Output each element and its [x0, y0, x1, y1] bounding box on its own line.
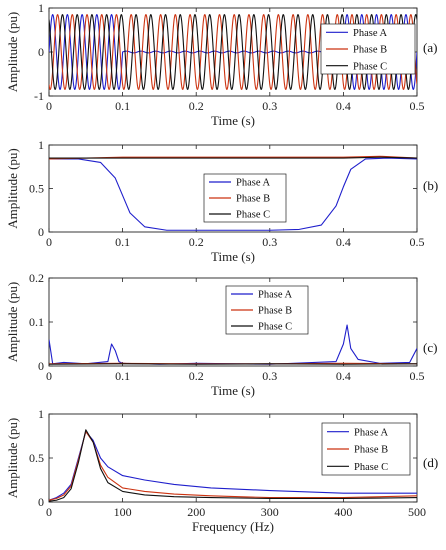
panel-tag: (d) — [423, 455, 438, 470]
y-axis-label: Amplitude (pu) — [5, 418, 20, 499]
legend: Phase A Phase B Phase C — [225, 285, 309, 335]
legend-label: Phase B — [354, 445, 388, 456]
plot-area — [49, 155, 417, 231]
panel-b: 0 0.1 0.2 0.3 0.4 0.5 0 0.5 1 Time (s) Amplitude (… — [5, 138, 438, 264]
plot-area — [49, 429, 417, 502]
x-tick-label: 0.2 — [189, 235, 204, 249]
legend: Phase A Phase B Phase C — [321, 422, 411, 476]
y-axis-label: Amplitude (pu) — [5, 282, 20, 363]
x-tick-label: 300 — [261, 505, 279, 519]
y-tick-label: 0 — [38, 45, 44, 59]
series-line-phase-c — [49, 156, 417, 159]
series-line-phase-a — [49, 431, 417, 501]
x-tick-label: 0 — [46, 99, 52, 113]
panel-tag: (a) — [423, 40, 437, 55]
y-tick-label: 0.1 — [29, 315, 44, 329]
x-tick-label: 0.1 — [115, 235, 130, 249]
panel-tag: (c) — [423, 340, 437, 355]
x-axis-label: Time (s) — [211, 113, 255, 128]
x-tick-label: 0.1 — [115, 369, 130, 383]
panel-c: 0 0.1 0.2 0.3 0.4 0.5 0 0.1 0.2 Time (s) Amplitude… — [5, 271, 437, 398]
y-tick-label: 0.5 — [29, 182, 44, 196]
legend-label: Phase A — [258, 290, 293, 301]
x-axis-label: Frequency (Hz) — [192, 519, 274, 534]
x-tick-label: 0 — [46, 235, 52, 249]
x-tick-label: 0.2 — [189, 99, 204, 113]
legend-label: Phase A — [353, 28, 388, 39]
panel-d: 0 100 200 300 400 500 0 0.5 1 Frequency (Hz) Ampli… — [5, 407, 438, 534]
x-tick-label: 0 — [46, 505, 52, 519]
legend-label: Phase B — [236, 194, 270, 205]
legend-label: Phase A — [236, 178, 271, 189]
legend-label: Phase C — [353, 61, 387, 72]
x-tick-label: 100 — [114, 505, 132, 519]
series-line-phase-b — [49, 431, 417, 501]
legend: Phase A Phase B Phase C — [320, 23, 416, 75]
y-tick-label: 1 — [38, 407, 44, 421]
x-tick-label: 0.4 — [336, 235, 351, 249]
legend-label: Phase C — [354, 462, 388, 473]
legend-label: Phase B — [258, 306, 292, 317]
y-tick-label: 1 — [38, 138, 44, 152]
x-tick-label: 0.2 — [189, 369, 204, 383]
x-tick-label: 0.3 — [262, 369, 277, 383]
panel-tag: (b) — [423, 178, 438, 193]
x-tick-label: 0.1 — [115, 99, 130, 113]
y-tick-label: -1 — [34, 89, 44, 103]
x-axis-label: Time (s) — [211, 249, 255, 264]
plot-area — [49, 324, 417, 365]
series-line-phase-a — [49, 157, 417, 231]
y-tick-label: 0.2 — [29, 271, 44, 285]
y-axis-label: Amplitude (pu) — [5, 12, 20, 93]
x-tick-label: 0.5 — [410, 369, 425, 383]
x-tick-label: 0.5 — [410, 235, 425, 249]
legend-label: Phase C — [258, 322, 292, 333]
x-tick-label: 0.3 — [262, 235, 277, 249]
series-line-phase-c — [49, 14, 417, 90]
x-tick-label: 0.5 — [410, 99, 425, 113]
y-axis-label: Amplitude (pu) — [5, 148, 20, 229]
legend-label: Phase B — [353, 45, 387, 56]
x-tick-label: 0.4 — [336, 369, 351, 383]
x-tick-label: 200 — [187, 505, 205, 519]
x-axis-label: Time (s) — [211, 383, 255, 398]
legend-label: Phase C — [236, 210, 270, 221]
x-tick-label: 0 — [46, 369, 52, 383]
x-tick-label: 0.3 — [262, 99, 277, 113]
legend: Phase A Phase B Phase C — [203, 173, 287, 223]
y-tick-label: 0 — [38, 495, 44, 509]
series-line-phase-c — [49, 429, 417, 502]
x-tick-label: 0.4 — [336, 99, 351, 113]
y-tick-label: 0.5 — [29, 451, 44, 465]
x-tick-label: 500 — [408, 505, 426, 519]
y-tick-label: 0 — [38, 225, 44, 239]
x-tick-label: 400 — [334, 505, 352, 519]
y-tick-label: 1 — [38, 1, 44, 15]
series-line-phase-a — [49, 14, 417, 90]
legend-label: Phase A — [354, 427, 389, 438]
y-tick-label: 0 — [38, 359, 44, 373]
